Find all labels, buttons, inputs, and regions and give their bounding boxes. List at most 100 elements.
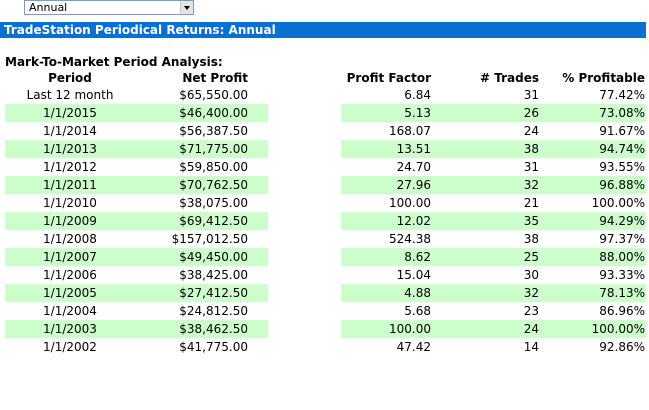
table-row: 1/1/2006 $38,425.00 15.04 30 93.33% xyxy=(0,266,649,284)
row-background-left xyxy=(5,140,268,158)
cell-pct-profitable: 93.33% xyxy=(599,268,645,282)
cell-pct-profitable: 100.00% xyxy=(591,196,645,210)
table-body: Last 12 month $65,550.00 6.84 31 77.42% 1/1/2… xyxy=(0,86,649,356)
row-background-left xyxy=(5,212,268,230)
cell-net-profit: $38,425.00 xyxy=(179,268,248,282)
cell-net-profit: $65,550.00 xyxy=(179,88,248,102)
table-row: 1/1/2012 $59,850.00 24.70 31 93.55% xyxy=(0,158,649,176)
header-net-profit: Net Profit xyxy=(182,71,248,85)
cell-trades: 32 xyxy=(523,178,539,192)
table-row: Last 12 month $65,550.00 6.84 31 77.42% xyxy=(0,86,649,104)
cell-profit-factor: 8.62 xyxy=(404,250,431,264)
cell-pct-profitable: 91.67% xyxy=(599,124,645,138)
cell-trades: 21 xyxy=(523,196,539,210)
table-row: 1/1/2004 $24,812.50 5.68 23 86.96% xyxy=(0,302,649,320)
cell-pct-profitable: 97.37% xyxy=(599,232,645,246)
table-row: 1/1/2002 $41,775.00 47.42 14 92.86% xyxy=(0,338,649,356)
row-background-right xyxy=(341,104,646,122)
header-pct-profitable: % Profitable xyxy=(562,71,645,85)
row-background-right xyxy=(341,140,646,158)
cell-pct-profitable: 96.88% xyxy=(599,178,645,192)
cell-profit-factor: 15.04 xyxy=(396,268,431,282)
row-background-right xyxy=(341,320,646,338)
cell-net-profit: $38,075.00 xyxy=(179,196,248,210)
cell-period: Last 12 month xyxy=(26,88,114,102)
cell-net-profit: $59,850.00 xyxy=(179,160,248,174)
cell-net-profit: $24,812.50 xyxy=(179,304,248,318)
cell-profit-factor: 13.51 xyxy=(396,142,431,156)
row-background-left xyxy=(5,248,268,266)
table-row: 1/1/2003 $38,462.50 100.00 24 100.00% xyxy=(0,320,649,338)
cell-profit-factor: 24.70 xyxy=(396,160,431,174)
table-header-row: Period Net Profit Profit Factor # Trades… xyxy=(0,70,649,86)
returns-table: Period Net Profit Profit Factor # Trades… xyxy=(0,70,649,356)
cell-profit-factor: 4.88 xyxy=(404,286,431,300)
cell-profit-factor: 100.00 xyxy=(389,196,431,210)
cell-trades: 26 xyxy=(523,106,539,120)
cell-pct-profitable: 94.74% xyxy=(599,142,645,156)
cell-pct-profitable: 77.42% xyxy=(599,88,645,102)
cell-net-profit: $38,462.50 xyxy=(179,322,248,336)
table-row: 1/1/2011 $70,762.50 27.96 32 96.88% xyxy=(0,176,649,194)
report-title-bar: TradeStation Periodical Returns: Annual xyxy=(0,22,646,38)
cell-profit-factor: 12.02 xyxy=(396,214,431,228)
cell-net-profit: $157,012.50 xyxy=(171,232,248,246)
cell-pct-profitable: 94.29% xyxy=(599,214,645,228)
table-row: 1/1/2014 $56,387.50 168.07 24 91.67% xyxy=(0,122,649,140)
table-row: 1/1/2015 $46,400.00 5.13 26 73.08% xyxy=(0,104,649,122)
header-period: Period xyxy=(48,71,92,85)
cell-net-profit: $41,775.00 xyxy=(179,340,248,354)
table-row: 1/1/2009 $69,412.50 12.02 35 94.29% xyxy=(0,212,649,230)
row-background-right xyxy=(341,212,646,230)
cell-trades: 32 xyxy=(523,286,539,300)
cell-trades: 24 xyxy=(523,124,539,138)
cell-trades: 31 xyxy=(523,88,539,102)
cell-profit-factor: 524.38 xyxy=(389,232,431,246)
cell-period: 1/1/2002 xyxy=(43,340,97,354)
chevron-down-icon[interactable] xyxy=(180,1,193,14)
section-title: Mark-To-Market Period Analysis: xyxy=(5,55,223,69)
cell-trades: 31 xyxy=(523,160,539,174)
cell-period: 1/1/2010 xyxy=(43,196,97,210)
cell-profit-factor: 5.68 xyxy=(404,304,431,318)
cell-period: 1/1/2003 xyxy=(43,322,97,336)
cell-net-profit: $70,762.50 xyxy=(179,178,248,192)
period-select[interactable]: Annual xyxy=(24,0,194,15)
cell-period: 1/1/2006 xyxy=(43,268,97,282)
row-background-left xyxy=(5,176,268,194)
cell-profit-factor: 5.13 xyxy=(404,106,431,120)
cell-period: 1/1/2007 xyxy=(43,250,97,264)
period-select-value: Annual xyxy=(29,1,68,14)
header-profit-factor: Profit Factor xyxy=(346,71,431,85)
cell-period: 1/1/2013 xyxy=(43,142,97,156)
cell-period: 1/1/2015 xyxy=(43,106,97,120)
cell-trades: 38 xyxy=(523,142,539,156)
cell-pct-profitable: 73.08% xyxy=(599,106,645,120)
cell-net-profit: $27,412.50 xyxy=(179,286,248,300)
cell-period: 1/1/2005 xyxy=(43,286,97,300)
table-row: 1/1/2013 $71,775.00 13.51 38 94.74% xyxy=(0,140,649,158)
cell-trades: 30 xyxy=(523,268,539,282)
cell-trades: 24 xyxy=(523,322,539,336)
table-row: 1/1/2010 $38,075.00 100.00 21 100.00% xyxy=(0,194,649,212)
row-background-right xyxy=(341,284,646,302)
table-row: 1/1/2007 $49,450.00 8.62 25 88.00% xyxy=(0,248,649,266)
header-trades: # Trades xyxy=(480,71,539,85)
cell-trades: 14 xyxy=(523,340,539,354)
cell-pct-profitable: 93.55% xyxy=(599,160,645,174)
cell-trades: 23 xyxy=(523,304,539,318)
cell-profit-factor: 27.96 xyxy=(396,178,431,192)
cell-profit-factor: 100.00 xyxy=(389,322,431,336)
row-background-left xyxy=(5,284,268,302)
row-background-right xyxy=(341,248,646,266)
cell-trades: 38 xyxy=(523,232,539,246)
row-background-right xyxy=(341,176,646,194)
cell-period: 1/1/2008 xyxy=(43,232,97,246)
cell-net-profit: $69,412.50 xyxy=(179,214,248,228)
cell-profit-factor: 168.07 xyxy=(389,124,431,138)
cell-pct-profitable: 100.00% xyxy=(591,322,645,336)
cell-net-profit: $49,450.00 xyxy=(179,250,248,264)
cell-net-profit: $46,400.00 xyxy=(179,106,248,120)
table-row: 1/1/2005 $27,412.50 4.88 32 78.13% xyxy=(0,284,649,302)
